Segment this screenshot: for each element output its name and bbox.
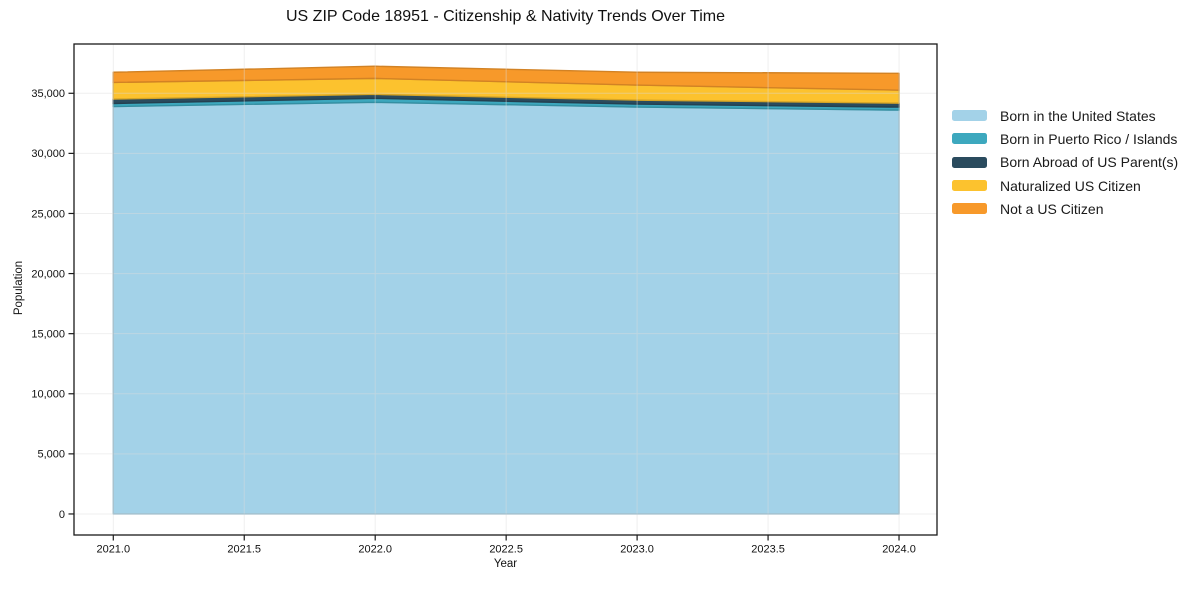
x-tick-label: 2022.5 [489, 544, 523, 556]
legend-label: Naturalized US Citizen [1000, 177, 1141, 194]
tick-marks [68, 92, 900, 541]
legend-item-born-abroad-of-us-parent-s: Born Abroad of US Parent(s) [952, 151, 1178, 174]
legend-swatch-icon [952, 180, 987, 192]
x-tick-label: 2023.0 [620, 544, 654, 556]
y-axis-label: Population [13, 260, 25, 316]
y-tick-label: 0 [59, 509, 65, 521]
x-axis-label: Year [493, 558, 518, 570]
legend-swatch-icon [952, 203, 987, 215]
legend-swatch-icon [952, 133, 987, 145]
y-tick-label: 15,000 [31, 328, 65, 340]
y-tick-label: 30,000 [31, 148, 65, 160]
legend-label: Not a US Citizen [1000, 200, 1104, 217]
x-tick-label: 2022.0 [358, 544, 392, 556]
tick-labels: 2021.0 2021.5 2022.0 2022.5 2023.0 2023.5 2024… [31, 88, 916, 555]
x-tick-label: 2024.0 [882, 544, 916, 556]
legend-item-born-in-puerto-rico-islands: Born in Puerto Rico / Islands [952, 127, 1178, 150]
y-tick-label: 20,000 [31, 268, 65, 280]
legend: Born in the United States Born in Puerto … [952, 104, 1178, 220]
area-not-a-us-citizen [112, 65, 900, 91]
chart-title: US ZIP Code 18951 - Citizenship & Nativi… [286, 8, 725, 25]
x-tick-label: 2021.0 [96, 544, 130, 556]
x-tick-label: 2023.5 [751, 544, 785, 556]
legend-item-born-in-the-united-states: Born in the United States [952, 104, 1178, 127]
y-tick-label: 5,000 [37, 449, 65, 461]
area-series-group [112, 65, 900, 515]
x-tick-label: 2021.5 [227, 544, 261, 556]
y-tick-label: 25,000 [31, 208, 65, 220]
legend-label: Born in the United States [1000, 107, 1156, 124]
y-tick-label: 10,000 [31, 389, 65, 401]
y-tick-label: 35,000 [31, 88, 65, 100]
plot-border [73, 43, 938, 536]
grid-lines [74, 44, 937, 535]
legend-label: Born Abroad of US Parent(s) [1000, 154, 1179, 171]
legend-swatch-icon [952, 156, 987, 168]
legend-swatch-icon [952, 110, 987, 122]
legend-item-not-a-us-citizen: Not a US Citizen [952, 197, 1178, 220]
legend-label: Born in Puerto Rico / Islands [1000, 130, 1178, 147]
legend-item-naturalized-us-citizen: Naturalized US Citizen [952, 174, 1178, 197]
